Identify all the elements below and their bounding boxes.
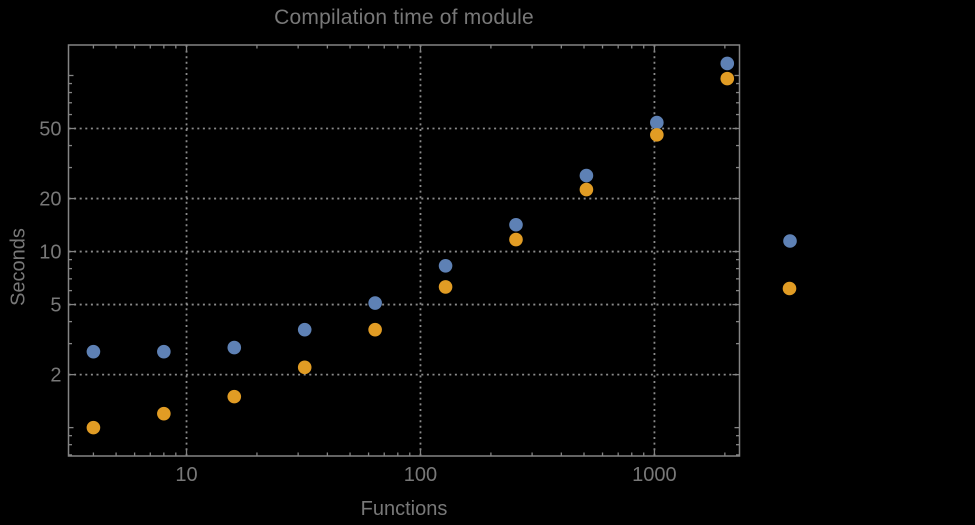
data-point-series-2-orange [86,420,101,435]
data-point-series-1-blue [157,344,171,359]
data-point-series-1-blue [368,296,382,310]
y-tick-label: 10 [39,242,61,264]
data-point-series-1-blue [579,168,594,183]
data-point-series-2-orange [157,406,171,421]
x-tick-label: 10 [175,464,197,486]
data-point-series-2-orange [438,280,453,294]
data-point-series-2-orange [579,182,594,197]
legend-marker-series-1 [783,234,797,248]
y-tick-label: 20 [39,189,61,211]
x-tick-label: 1000 [632,464,677,486]
data-point-series-1-blue [227,340,242,355]
x-tick-label: 100 [404,464,437,486]
data-point-series-1-blue [297,322,312,337]
data-point-series-1-blue [720,56,735,71]
y-tick-label: 50 [39,118,61,140]
plot-frame [67,44,741,457]
data-point-series-2-orange [650,128,664,142]
y-axis-title: Seconds [7,228,30,306]
legend-marker-series-2 [782,281,797,296]
data-point-series-1-blue [650,115,664,130]
chart-title: Compilation time of module [274,6,534,29]
data-point-series-2-orange [509,232,523,247]
data-point-series-2-orange [297,360,312,375]
y-tick-label: 2 [50,365,61,387]
data-point-series-1-blue [509,217,523,232]
data-point-series-2-orange [368,322,382,337]
data-point-series-1-blue [438,259,453,273]
y-tick-label: 5 [50,295,61,317]
x-axis-title: Functions [360,498,448,520]
data-point-series-2-orange [720,71,735,86]
data-point-series-2-orange [227,389,242,404]
data-point-series-1-blue [86,344,101,359]
